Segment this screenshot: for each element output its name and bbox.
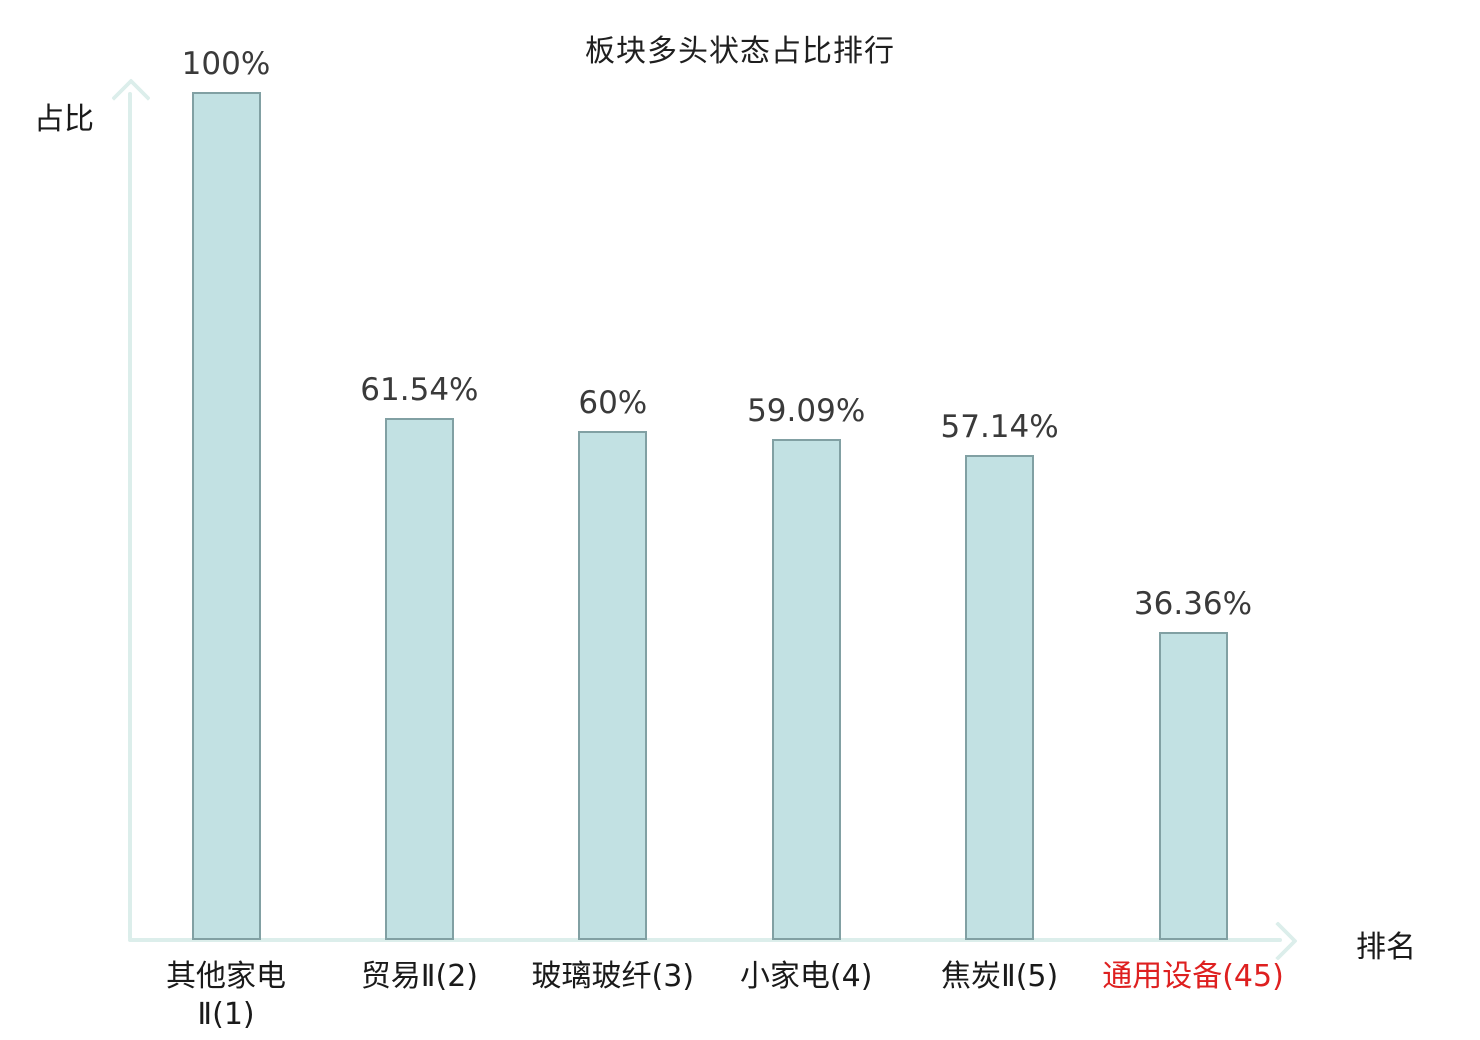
chart-title: 板块多头状态占比排行 xyxy=(585,34,895,69)
x-tick-label: 小家电(4) xyxy=(739,959,873,994)
bar xyxy=(578,431,648,940)
bar-value-label: 36.36% xyxy=(1133,586,1253,622)
bar xyxy=(191,92,261,940)
y-axis-line xyxy=(128,92,132,940)
y-axis-label: 占比 xyxy=(34,102,94,137)
bar-value-label: 57.14% xyxy=(940,409,1059,445)
x-tick-label: 其他家电 Ⅱ(1) xyxy=(166,959,286,1032)
y-axis-arrow-icon xyxy=(111,78,151,118)
bar-value-label: 60% xyxy=(578,385,648,421)
x-axis-label: 排名 xyxy=(1356,930,1416,965)
x-tick-label: 通用设备(45) xyxy=(1102,959,1284,994)
bar xyxy=(771,439,841,940)
bar xyxy=(1158,632,1228,940)
bar-value-label: 59.09% xyxy=(747,393,866,429)
bar-value-label: 100% xyxy=(181,46,271,82)
bar xyxy=(384,418,454,940)
x-tick-label: 贸易Ⅱ(2) xyxy=(360,959,479,994)
x-tick-label: 焦炭Ⅱ(5) xyxy=(940,959,1059,994)
x-tick-label: 玻璃玻纤(3) xyxy=(531,959,695,994)
x-axis-line xyxy=(128,938,1282,942)
bar xyxy=(965,455,1035,940)
bar-value-label: 61.54% xyxy=(360,372,479,408)
x-axis-arrow-icon xyxy=(1258,921,1298,961)
